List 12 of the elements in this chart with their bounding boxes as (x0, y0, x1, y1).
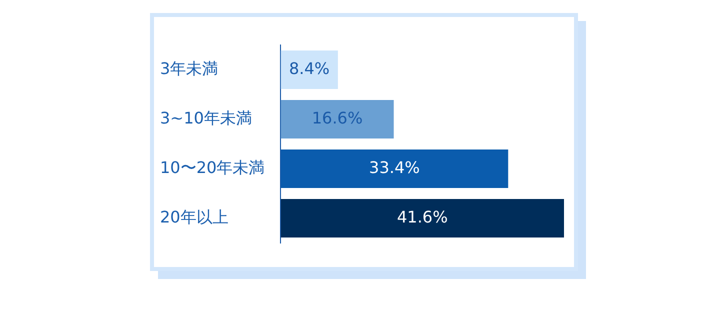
y-tick-label: 10〜20年未満 (160, 158, 265, 177)
y-tick-label: 3年未満 (160, 58, 218, 78)
data-label: 16.6% (312, 108, 363, 128)
y-tick-label: 3~10年未満 (160, 108, 252, 128)
data-label: 8.4% (288, 58, 330, 78)
data-label: 33.4% (369, 158, 420, 177)
bar (280, 50, 338, 90)
bar (280, 149, 508, 188)
bar (280, 100, 394, 139)
y-tick-label: 20年以上 (160, 207, 228, 226)
bar (280, 198, 564, 238)
data-label: 41.6% (396, 207, 448, 226)
